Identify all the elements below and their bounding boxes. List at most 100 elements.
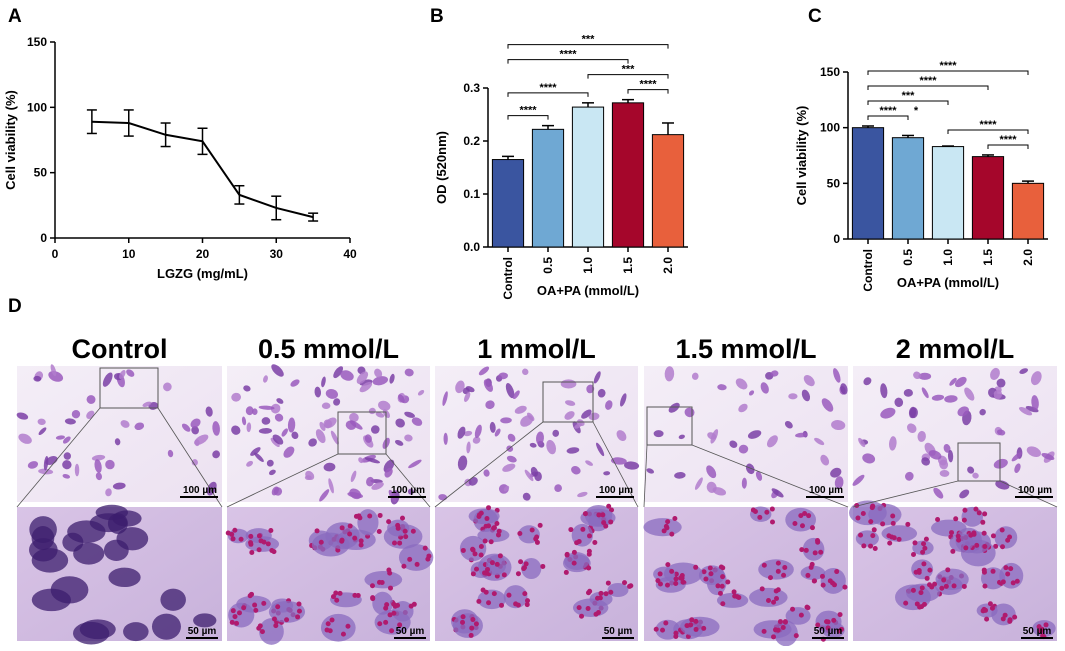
lipid-droplet [469,625,475,631]
lipid-droplet [886,533,892,539]
lipid-droplet [489,560,495,566]
lipid-droplet [831,582,837,588]
lipid-droplet [494,520,500,526]
cell [503,485,510,492]
lipid-droplet [1000,544,1006,550]
lipid-droplet [596,512,602,518]
lipid-droplet [1007,617,1013,623]
lipid-droplet [232,614,238,620]
cell [880,383,888,399]
scale-bar-label: 50 µm [814,626,843,637]
cell [319,421,326,431]
bar [891,137,925,240]
lipid-droplet [812,550,818,556]
significance-label: * [914,105,919,117]
lipid-droplet [689,617,695,623]
cell [163,382,172,392]
lipid-droplet [241,605,247,611]
cell [62,532,84,552]
lipid-droplet [295,614,301,620]
lipid-droplet [1010,580,1016,586]
cell [1026,446,1042,457]
y-axis-label: OD (520nm) [434,131,449,204]
lipid-droplet [499,602,505,608]
cell [323,462,336,472]
cell [918,372,932,380]
lipid-droplet [769,506,775,512]
cell [457,426,466,439]
lipid-droplet [657,581,663,587]
lipid-droplet [990,568,996,574]
cell [483,469,490,477]
micrograph-zoom [435,503,638,641]
zoom-line [999,480,1058,508]
lipid-droplet [537,522,543,528]
cell [378,400,391,411]
lipid-droplet [525,598,531,604]
cell [1019,368,1029,374]
lipid-droplet [486,523,492,529]
lipid-droplet [579,613,585,619]
lipid-droplet [252,602,258,608]
lipid-droplet [389,628,395,634]
lipid-droplet [265,541,271,547]
lipid-droplet [478,552,484,558]
lipid-droplet [627,583,633,589]
cell [596,442,605,457]
cell [552,429,560,437]
lipid-droplet [837,612,843,618]
lipid-droplet [715,583,721,589]
lipid-droplet [460,547,466,553]
lipid-droplet [980,608,986,614]
cell [193,613,217,628]
cell [729,440,738,448]
cell [691,372,699,380]
cell [126,369,135,377]
cell [142,401,152,408]
cell [38,427,47,435]
lipid-droplet [595,610,601,616]
lipid-droplet [855,515,861,521]
lipid-droplet [871,527,877,533]
lipid-droplet [529,527,535,533]
cell [500,417,512,424]
panel-label: B [430,6,444,27]
lipid-droplet [482,570,488,576]
cell [321,402,331,410]
cell [94,459,102,473]
significance-label: **** [539,82,557,94]
lipid-droplet [486,505,492,511]
zoom-line [16,407,101,508]
lipid-droplet [910,587,916,593]
lipid-droplet [805,572,811,578]
cell [31,588,72,612]
cell [949,377,957,386]
cell [305,470,315,480]
lipid-droplet [325,621,331,627]
cell [394,439,404,446]
cell [820,454,830,466]
cell [566,447,580,454]
cell [514,405,527,414]
cell [917,430,926,442]
cell [996,429,1006,436]
cell [668,402,680,413]
lipid-droplet [842,584,848,590]
lipid-droplet [719,583,725,589]
error-bar [86,109,97,135]
lipid-droplet [401,563,407,569]
lipid-droplet [663,620,669,626]
cell [831,420,846,431]
cell [463,391,471,403]
cell [994,526,1018,549]
lipid-droplet [486,600,492,606]
cell [250,447,261,456]
cell [119,369,126,380]
lipid-droplet [961,517,967,523]
lipid-droplet [917,604,923,610]
cell [546,439,557,455]
cell [191,459,198,466]
lipid-droplet [949,530,955,536]
y-tick-label: 0 [40,231,47,245]
significance-bracket [987,144,1029,149]
